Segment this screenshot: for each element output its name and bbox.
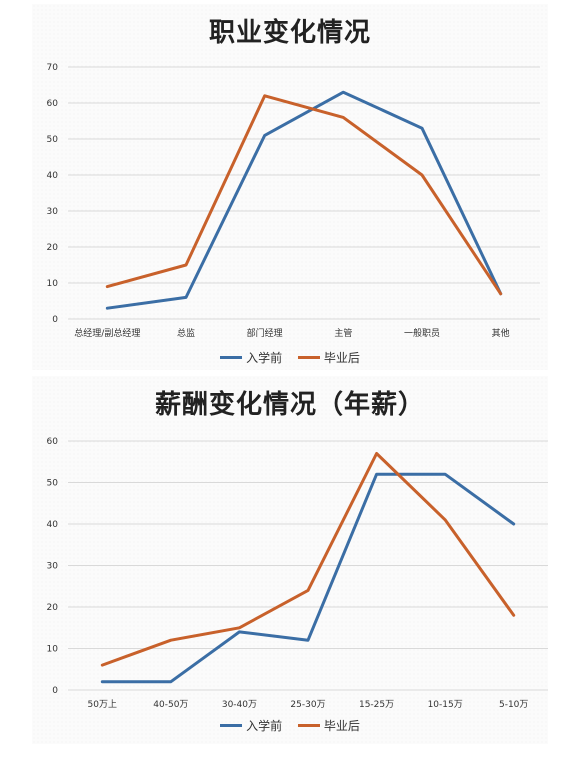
y-tick-label: 60 (47, 99, 59, 109)
y-tick-label: 30 (47, 207, 59, 217)
chart-legend: 入学前 毕业后 (32, 348, 548, 366)
chart-legend: 入学前 毕业后 (32, 716, 548, 734)
y-tick-label: 70 (47, 63, 59, 73)
x-tick-label: 15-25万 (359, 700, 394, 710)
series-line-after (105, 94, 503, 296)
x-tick-label: 部门经理 (247, 327, 283, 339)
series-line-after (100, 452, 516, 667)
legend-swatch-before (220, 724, 243, 727)
x-tick-label: 其他 (492, 327, 510, 339)
x-tick-label: 总监 (177, 327, 195, 339)
series-line-before (100, 472, 516, 684)
x-tick-label: 5-10万 (499, 700, 528, 710)
legend-swatch-after (297, 724, 320, 727)
y-tick-label: 40 (47, 520, 59, 530)
x-tick-label: 主管 (334, 327, 352, 339)
y-tick-label: 20 (47, 243, 59, 253)
y-tick-label: 40 (47, 171, 59, 181)
career-chart-panel: 职业变化情况 0 10 20 30 40 50 60 70 总经理/副总经理 总监 部门经理 主管 一般… (32, 4, 548, 370)
legend-label-before: 入学前 (246, 351, 283, 365)
x-tick-label: 总经理/副总经理 (74, 327, 140, 339)
legend-item-before: 入学前 (220, 717, 282, 734)
chart-title: 职业变化情况 (208, 18, 371, 48)
y-tick-label: 10 (47, 279, 59, 289)
x-tick-label: 40-50万 (153, 700, 188, 710)
career-line-chart: 0 10 20 30 40 50 60 70 总经理/副总经理 总监 部门经理 主管 一般职员 其他 (47, 63, 540, 339)
legend-item-before: 入学前 (220, 349, 282, 366)
legend-label-after: 毕业后 (323, 719, 360, 733)
legend-swatch-after (297, 356, 320, 359)
legend-label-before: 入学前 (246, 719, 283, 733)
y-tick-label: 50 (47, 135, 59, 145)
x-tick-label: 一般职员 (404, 327, 440, 339)
x-tick-label: 30-40万 (222, 700, 257, 710)
y-tick-label: 60 (47, 437, 59, 447)
x-tick-label: 50万上 (88, 699, 117, 710)
series-line-before (105, 90, 503, 310)
x-tick-label: 10-15万 (428, 700, 463, 710)
salary-line-chart: 0 10 20 30 40 50 60 50万上 40-50万 30-40万 25-30万 15-25… (47, 437, 548, 710)
y-tick-label: 30 (47, 562, 59, 572)
y-tick-label: 10 (47, 645, 59, 655)
chart-title: 薪酬变化情况（年薪） (154, 390, 425, 420)
y-tick-label: 20 (47, 603, 59, 613)
legend-item-after: 毕业后 (297, 717, 360, 734)
x-tick-label: 25-30万 (290, 700, 325, 710)
legend-label-after: 毕业后 (323, 351, 360, 365)
legend-swatch-before (220, 356, 243, 359)
legend-item-after: 毕业后 (297, 349, 360, 366)
y-tick-label: 0 (52, 686, 58, 696)
salary-chart-panel: 薪酬变化情况（年薪） 0 10 20 30 40 50 60 50万上 40-50万 30-40万… (32, 376, 548, 744)
y-tick-label: 0 (52, 315, 58, 325)
y-tick-label: 50 (47, 479, 59, 489)
